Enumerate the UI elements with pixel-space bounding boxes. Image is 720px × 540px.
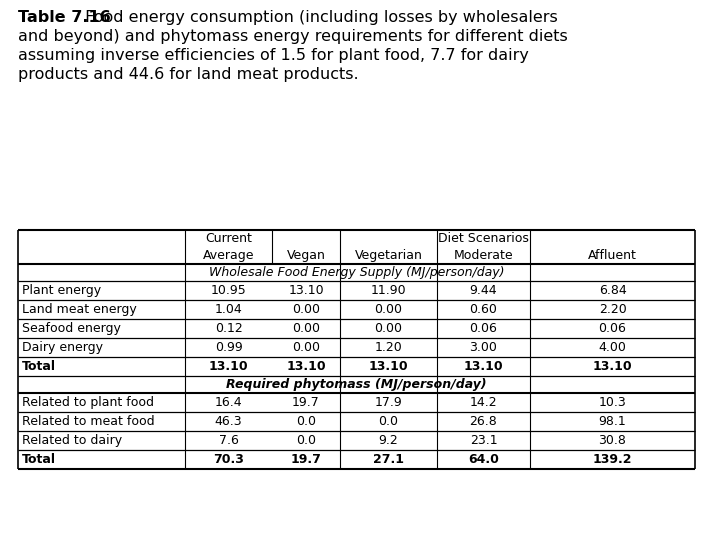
Text: Total: Total [22, 360, 56, 373]
Text: Total: Total [22, 453, 56, 466]
Text: 64.0: 64.0 [468, 453, 499, 466]
Text: 16.4: 16.4 [215, 396, 243, 409]
Text: 17.9: 17.9 [374, 396, 402, 409]
Text: 0.06: 0.06 [598, 322, 626, 335]
Text: 9.2: 9.2 [379, 434, 398, 447]
Text: 10.95: 10.95 [211, 284, 246, 297]
Text: Plant energy: Plant energy [22, 284, 101, 297]
Text: Related to plant food: Related to plant food [22, 396, 154, 409]
Text: 13.10: 13.10 [288, 284, 324, 297]
Text: 13.10: 13.10 [286, 360, 326, 373]
Text: Affluent: Affluent [588, 249, 637, 262]
Text: 19.7: 19.7 [292, 396, 320, 409]
Text: 26.8: 26.8 [469, 415, 498, 428]
Text: Diet Scenarios: Diet Scenarios [438, 232, 529, 245]
Text: 14.2: 14.2 [469, 396, 498, 409]
Text: Wholesale Food Energy Supply (MJ/person/day): Wholesale Food Energy Supply (MJ/person/… [209, 266, 504, 279]
Text: 19.7: 19.7 [291, 453, 321, 466]
Text: 0.00: 0.00 [292, 341, 320, 354]
Text: Land meat energy: Land meat energy [22, 303, 137, 316]
Text: 13.10: 13.10 [369, 360, 408, 373]
Text: 11.90: 11.90 [371, 284, 406, 297]
Text: 98.1: 98.1 [598, 415, 626, 428]
Text: Average: Average [203, 249, 254, 262]
Text: 70.3: 70.3 [213, 453, 244, 466]
Text: Dairy energy: Dairy energy [22, 341, 103, 354]
Text: Vegetarian: Vegetarian [354, 249, 423, 262]
Text: products and 44.6 for land meat products.: products and 44.6 for land meat products… [18, 67, 359, 82]
Text: 0.00: 0.00 [374, 322, 402, 335]
Text: 3.00: 3.00 [469, 341, 498, 354]
Text: 4.00: 4.00 [598, 341, 626, 354]
Text: Required phytomass (MJ/person/day): Required phytomass (MJ/person/day) [226, 378, 487, 391]
Text: 0.00: 0.00 [292, 322, 320, 335]
Text: 0.99: 0.99 [215, 341, 243, 354]
Text: 1.04: 1.04 [215, 303, 243, 316]
Text: 2.20: 2.20 [598, 303, 626, 316]
Text: 6.84: 6.84 [598, 284, 626, 297]
Text: 0.12: 0.12 [215, 322, 243, 335]
Text: and beyond) and phytomass energy requirements for different diets: and beyond) and phytomass energy require… [18, 29, 568, 44]
Text: 139.2: 139.2 [593, 453, 632, 466]
Text: 0.60: 0.60 [469, 303, 498, 316]
Text: 13.10: 13.10 [209, 360, 248, 373]
Text: 0.00: 0.00 [292, 303, 320, 316]
Text: Current: Current [205, 232, 252, 245]
Text: 0.0: 0.0 [379, 415, 398, 428]
Text: Table 7.16: Table 7.16 [18, 10, 111, 25]
Text: Vegan: Vegan [287, 249, 325, 262]
Text: 27.1: 27.1 [373, 453, 404, 466]
Text: 9.44: 9.44 [469, 284, 498, 297]
Text: 0.00: 0.00 [374, 303, 402, 316]
Text: 30.8: 30.8 [598, 434, 626, 447]
Text: assuming inverse efficiencies of 1.5 for plant food, 7.7 for dairy: assuming inverse efficiencies of 1.5 for… [18, 48, 529, 63]
Text: 10.3: 10.3 [598, 396, 626, 409]
Text: 13.10: 13.10 [593, 360, 632, 373]
Text: 13.10: 13.10 [464, 360, 503, 373]
Text: 0.0: 0.0 [296, 434, 316, 447]
Text: 46.3: 46.3 [215, 415, 243, 428]
Text: Seafood energy: Seafood energy [22, 322, 121, 335]
Text: 0.0: 0.0 [296, 415, 316, 428]
Text: 7.6: 7.6 [219, 434, 238, 447]
Text: 0.06: 0.06 [469, 322, 498, 335]
Text: Related to meat food: Related to meat food [22, 415, 155, 428]
Text: Food energy consumption (including losses by wholesalers: Food energy consumption (including losse… [80, 10, 558, 25]
Text: Moderate: Moderate [454, 249, 513, 262]
Text: Related to dairy: Related to dairy [22, 434, 122, 447]
Text: 1.20: 1.20 [374, 341, 402, 354]
Text: 23.1: 23.1 [469, 434, 498, 447]
